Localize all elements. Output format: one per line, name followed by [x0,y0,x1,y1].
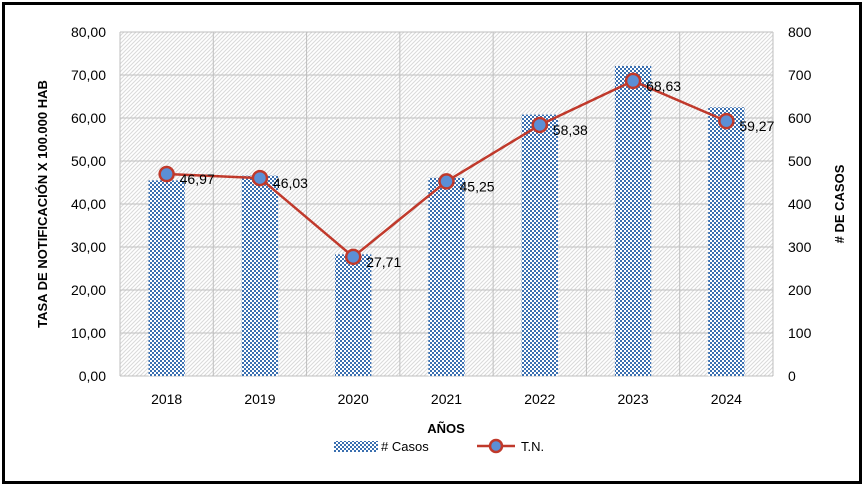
tn-point-2022 [531,116,549,134]
gridlines [119,31,774,377]
legend-line-marker [488,438,504,454]
x-tick-label: 2018 [151,391,182,407]
legend-bar-swatch [334,441,378,452]
right-axis-ticks: 0 100 200 300 400 500 600 700 800 [788,24,812,384]
tn-label-2018: 46,97 [180,171,215,187]
bar-2024 [708,107,745,376]
tn-label-2020: 27,71 [366,254,401,270]
x-tick-label: 2023 [617,391,648,407]
legend-line-label: T.N. [521,439,544,454]
left-tick-label: 60,00 [71,110,106,126]
bar-2023 [614,65,652,376]
tn-point-2018 [158,165,175,183]
line-series [158,72,735,266]
left-tick-label: 0,00 [79,368,106,384]
right-tick-label: 800 [788,24,812,40]
legend: # Casos T.N. [334,438,544,454]
tn-point-2024 [718,112,735,130]
tn-label-2022: 58,38 [553,122,588,138]
x-tick-label: 2019 [244,391,275,407]
data-labels: 46,97 46,03 27,71 45,25 58,38 68,63 59,27 [180,78,775,270]
x-tick-label: 2021 [431,391,462,407]
tn-point-2020 [344,248,362,266]
tn-point-2021 [438,173,455,190]
x-tick-label: 2024 [711,391,742,407]
left-tick-label: 50,00 [71,153,106,169]
left-tick-label: 80,00 [71,24,106,40]
tn-label-2023: 68,63 [646,78,681,94]
bar-series [148,65,745,376]
left-tick-label: 10,00 [71,325,106,341]
y-left-axis-title: TASA DE NOTIFICACIÓN X 100.000 HAB [35,80,50,328]
right-tick-label: 400 [788,196,812,212]
x-axis-title: AÑOS [427,421,465,436]
right-tick-label: 0 [788,368,796,384]
x-axis-ticks: 2018 2019 2020 2021 2022 2023 2024 [151,391,742,407]
right-tick-label: 700 [788,67,812,83]
left-axis-ticks: 0,00 10,00 20,00 30,00 40,00 50,00 60,00 70,00 8… [71,24,106,384]
left-tick-label: 70,00 [71,67,106,83]
bar-2019 [241,175,279,376]
y-right-axis-title: # DE CASOS [832,164,847,243]
left-tick-label: 20,00 [71,282,106,298]
legend-bar-label: # Casos [381,439,429,454]
right-tick-label: 200 [788,282,812,298]
right-tick-label: 300 [788,239,812,255]
x-tick-label: 2020 [338,391,369,407]
tn-label-2019: 46,03 [273,175,308,191]
x-tick-label: 2022 [524,391,555,407]
right-tick-label: 100 [788,325,812,341]
right-tick-label: 500 [788,153,812,169]
left-tick-label: 40,00 [71,196,106,212]
bar-2020 [335,254,372,376]
tn-label-2024: 59,27 [739,118,774,134]
tn-point-2023 [624,72,642,90]
bar-2018 [148,180,185,376]
right-tick-label: 600 [788,110,812,126]
tn-label-2021: 45,25 [460,178,495,194]
bar-2021 [428,177,465,376]
bar-2022 [521,114,558,376]
left-tick-label: 30,00 [71,239,106,255]
tn-point-2019 [251,169,269,187]
